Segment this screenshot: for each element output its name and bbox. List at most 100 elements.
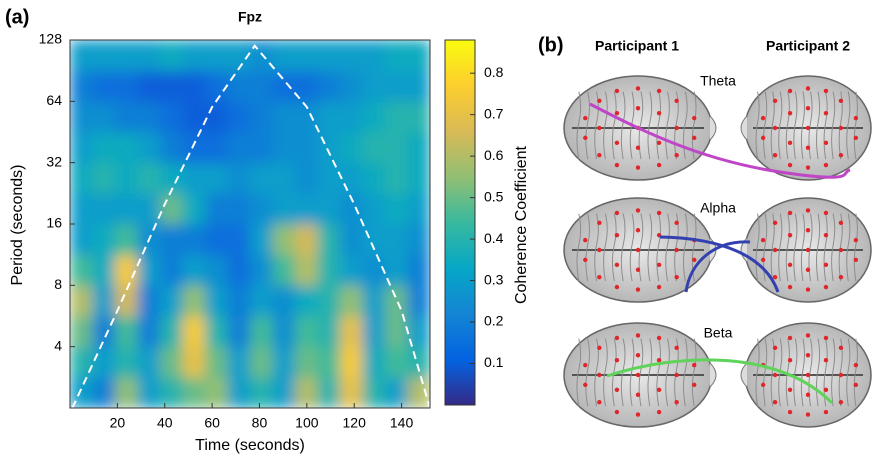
heat-cell	[228, 101, 251, 132]
heat-cell	[138, 71, 161, 102]
heat-cell	[340, 377, 363, 408]
heat-cell	[115, 347, 138, 378]
heat-cell	[340, 163, 363, 194]
electrode	[597, 248, 601, 252]
electrode	[657, 163, 661, 167]
heat-cell	[93, 224, 116, 255]
electrode	[615, 263, 619, 267]
electrode	[583, 383, 587, 387]
heat-cell	[70, 101, 93, 132]
electrode	[692, 136, 696, 140]
electrode	[806, 248, 810, 252]
brain-nose	[710, 116, 716, 140]
electrode	[692, 258, 696, 262]
electrode	[636, 248, 640, 252]
heat-cell	[385, 132, 408, 163]
heat-cell	[183, 71, 206, 102]
electrode	[674, 153, 678, 157]
heat-cell	[385, 163, 408, 194]
electrode	[615, 211, 619, 215]
heat-cell	[138, 163, 161, 194]
heat-cell	[385, 347, 408, 378]
electrode	[824, 89, 828, 93]
electrode	[824, 111, 828, 115]
heat-cell	[273, 132, 296, 163]
electrode	[597, 346, 601, 350]
heat-cell	[138, 316, 161, 347]
heat-cell	[93, 71, 116, 102]
band-label: Alpha	[700, 200, 736, 216]
heat-cell	[205, 255, 228, 286]
heat-cell	[250, 163, 273, 194]
electrode	[824, 211, 828, 215]
heat-cell	[273, 193, 296, 224]
electrode	[597, 99, 601, 103]
heat-cell	[250, 224, 273, 255]
heat-cell	[138, 132, 161, 163]
electrode	[657, 211, 661, 215]
heat-cell	[340, 316, 363, 347]
electrode	[597, 275, 601, 279]
electrode	[773, 221, 777, 225]
electrode	[674, 221, 678, 225]
electrode	[806, 146, 810, 150]
electrode	[854, 116, 858, 120]
electrode	[824, 285, 828, 289]
electrode	[636, 106, 640, 110]
heat-cell	[363, 193, 386, 224]
electrode	[761, 238, 765, 242]
heat-cell	[205, 101, 228, 132]
electrode	[806, 106, 810, 110]
electrode	[636, 353, 640, 357]
heat-cell	[205, 316, 228, 347]
heat-cell	[273, 40, 296, 71]
heat-cell	[250, 377, 273, 408]
heat-cell	[183, 377, 206, 408]
heat-cell	[363, 224, 386, 255]
electrode	[824, 388, 828, 392]
colorbar-tick-label: 0.2	[484, 313, 504, 329]
heat-cell	[205, 71, 228, 102]
electrode	[692, 116, 696, 120]
electrode	[773, 248, 777, 252]
electrode	[583, 238, 587, 242]
heat-cell	[70, 285, 93, 316]
heat-cell	[363, 255, 386, 286]
electrode	[597, 400, 601, 404]
heat-cell	[138, 347, 161, 378]
electrode	[636, 208, 640, 212]
heat-cell	[408, 101, 431, 132]
heat-cell	[138, 377, 161, 408]
heat-cell	[273, 285, 296, 316]
electrode	[615, 410, 619, 414]
heat-cell	[340, 224, 363, 255]
electrode	[806, 208, 810, 212]
heat-cell	[340, 40, 363, 71]
brain-nose	[741, 116, 747, 140]
heat-cell	[160, 377, 183, 408]
heat-cell	[363, 285, 386, 316]
heat-cell	[250, 101, 273, 132]
heat-cell	[318, 285, 341, 316]
electrode	[615, 163, 619, 167]
electrode	[583, 363, 587, 367]
electrode	[824, 263, 828, 267]
band-label: Theta	[700, 73, 736, 89]
heat-cell	[385, 224, 408, 255]
heat-cell	[160, 224, 183, 255]
electrode	[597, 126, 601, 130]
electrode	[806, 86, 810, 90]
heat-cell	[250, 347, 273, 378]
heat-cell	[70, 224, 93, 255]
heat-cell	[318, 224, 341, 255]
heat-cell	[115, 285, 138, 316]
electrode	[674, 275, 678, 279]
electrode	[692, 363, 696, 367]
y-tick-label: 128	[39, 31, 63, 47]
colorbar-tick-label: 0.6	[484, 147, 504, 163]
heat-cell	[93, 255, 116, 286]
heat-cell	[138, 40, 161, 71]
electrode	[636, 393, 640, 397]
x-tick-label: 100	[295, 415, 319, 431]
heat-cell	[205, 347, 228, 378]
